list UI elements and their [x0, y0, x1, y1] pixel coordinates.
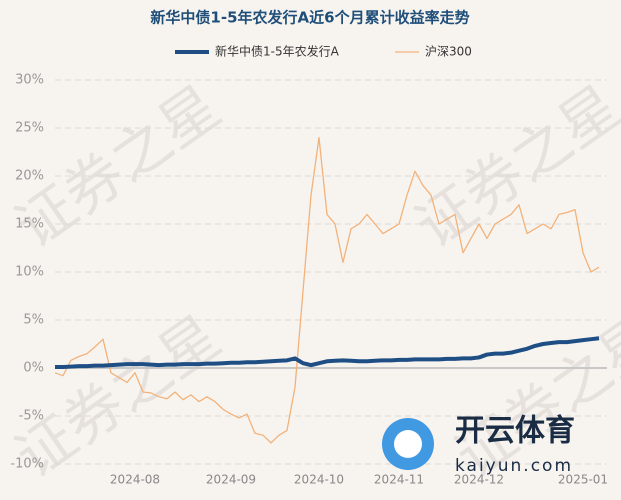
y-tick-label: 20% [15, 169, 44, 184]
chart-title: 新华中债1-5年农发行A近6个月累计收益率走势 [150, 9, 469, 27]
y-tick-label: 25% [15, 121, 44, 136]
y-tick-label: 0% [23, 361, 44, 376]
plot: -10% -5% 0% 5% 10% 15% 20% 25% 30% 2024-08 2024-09… [10, 44, 608, 487]
y-tick-label: 15% [15, 217, 44, 232]
x-tick-label: 2024-10 [294, 473, 344, 487]
logo-title: 开云体育 [455, 414, 575, 449]
logo: 开云体育 kaiyun.com [382, 414, 575, 476]
y-tick-label: -10% [10, 457, 44, 472]
logo-ball-inner [394, 430, 422, 458]
legend-label: 新华中债1-5年农发行A [215, 44, 340, 59]
y-tick-label: -5% [19, 409, 44, 424]
x-tick-label: 2024-11 [374, 473, 424, 487]
y-tick-label: 10% [15, 265, 44, 280]
y-tick-label: 5% [23, 313, 44, 328]
series-line [54, 136, 600, 444]
logo-url: kaiyun.com [455, 456, 573, 476]
legend-label: 沪深300 [425, 45, 472, 59]
x-tick-label: 2024-12 [454, 473, 504, 487]
x-tick-label: 2024-08 [110, 473, 160, 487]
series-line [55, 336, 600, 370]
y-tick-label: 30% [15, 73, 44, 88]
x-tick-label: 2025-01 [558, 473, 608, 487]
x-tick-label: 2024-09 [206, 473, 256, 487]
